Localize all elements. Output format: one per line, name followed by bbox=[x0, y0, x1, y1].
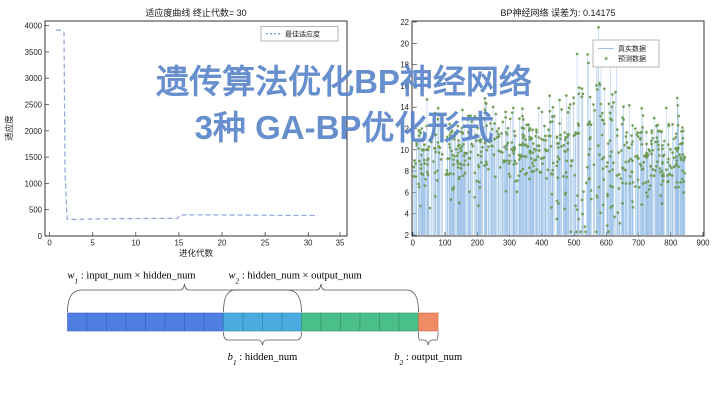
svg-text:3种 GA-BP优化形式: 3种 GA-BP优化形式 bbox=[195, 109, 494, 146]
svg-text:25: 25 bbox=[261, 239, 270, 248]
svg-text:0: 0 bbox=[47, 239, 52, 248]
svg-text:900: 900 bbox=[696, 239, 710, 248]
svg-text:20: 20 bbox=[218, 239, 227, 248]
svg-text:100: 100 bbox=[438, 239, 452, 248]
svg-text:800: 800 bbox=[664, 239, 678, 248]
svg-text:500: 500 bbox=[567, 239, 581, 248]
svg-text:200: 200 bbox=[471, 239, 485, 248]
svg-text:0: 0 bbox=[411, 239, 416, 248]
svg-text:35: 35 bbox=[336, 239, 345, 248]
svg-text:20: 20 bbox=[400, 39, 409, 48]
svg-text:适应度: 适应度 bbox=[4, 115, 14, 141]
svg-text:4: 4 bbox=[405, 210, 410, 219]
svg-text:适应度曲线 终止代数= 30: 适应度曲线 终止代数= 30 bbox=[145, 7, 246, 18]
svg-text:6: 6 bbox=[405, 188, 409, 197]
svg-text:2500: 2500 bbox=[25, 101, 43, 110]
svg-text:遗传算法优化BP神经网络: 遗传算法优化BP神经网络 bbox=[156, 63, 532, 100]
svg-text:3000: 3000 bbox=[25, 74, 43, 83]
svg-text:最佳适应度: 最佳适应度 bbox=[285, 30, 320, 39]
svg-text:真实数据: 真实数据 bbox=[618, 44, 646, 53]
svg-text:预测数据: 预测数据 bbox=[618, 54, 646, 63]
svg-text:w2 : hidden_num × output_num: w2 : hidden_num × output_num bbox=[229, 271, 362, 286]
svg-text:8: 8 bbox=[405, 167, 409, 176]
svg-text:1000: 1000 bbox=[25, 179, 43, 188]
svg-text:2: 2 bbox=[405, 231, 409, 240]
svg-text:22: 22 bbox=[400, 18, 409, 27]
svg-text:300: 300 bbox=[503, 239, 517, 248]
svg-text:10: 10 bbox=[400, 146, 409, 155]
svg-text:进化代数: 进化代数 bbox=[179, 248, 214, 258]
svg-text:30: 30 bbox=[304, 239, 313, 248]
svg-text:b2 : output_num: b2 : output_num bbox=[394, 352, 462, 367]
svg-text:3500: 3500 bbox=[25, 48, 43, 57]
svg-text:w1 : input_num × hidden_num: w1 : input_num × hidden_num bbox=[68, 271, 196, 286]
svg-text:10: 10 bbox=[131, 239, 140, 248]
svg-text:4000: 4000 bbox=[25, 22, 43, 31]
svg-text:b1 : hidden_num: b1 : hidden_num bbox=[228, 352, 298, 367]
svg-text:2000: 2000 bbox=[25, 127, 43, 136]
svg-text:0: 0 bbox=[38, 232, 43, 241]
svg-text:400: 400 bbox=[535, 239, 549, 248]
svg-text:1500: 1500 bbox=[25, 153, 43, 162]
svg-text:BP神经网络 误差为: 0.14175: BP神经网络 误差为: 0.14175 bbox=[500, 7, 615, 18]
svg-text:5: 5 bbox=[91, 239, 96, 248]
svg-text:15: 15 bbox=[175, 239, 184, 248]
svg-text:500: 500 bbox=[29, 206, 43, 215]
svg-text:600: 600 bbox=[600, 239, 614, 248]
svg-text:700: 700 bbox=[632, 239, 646, 248]
